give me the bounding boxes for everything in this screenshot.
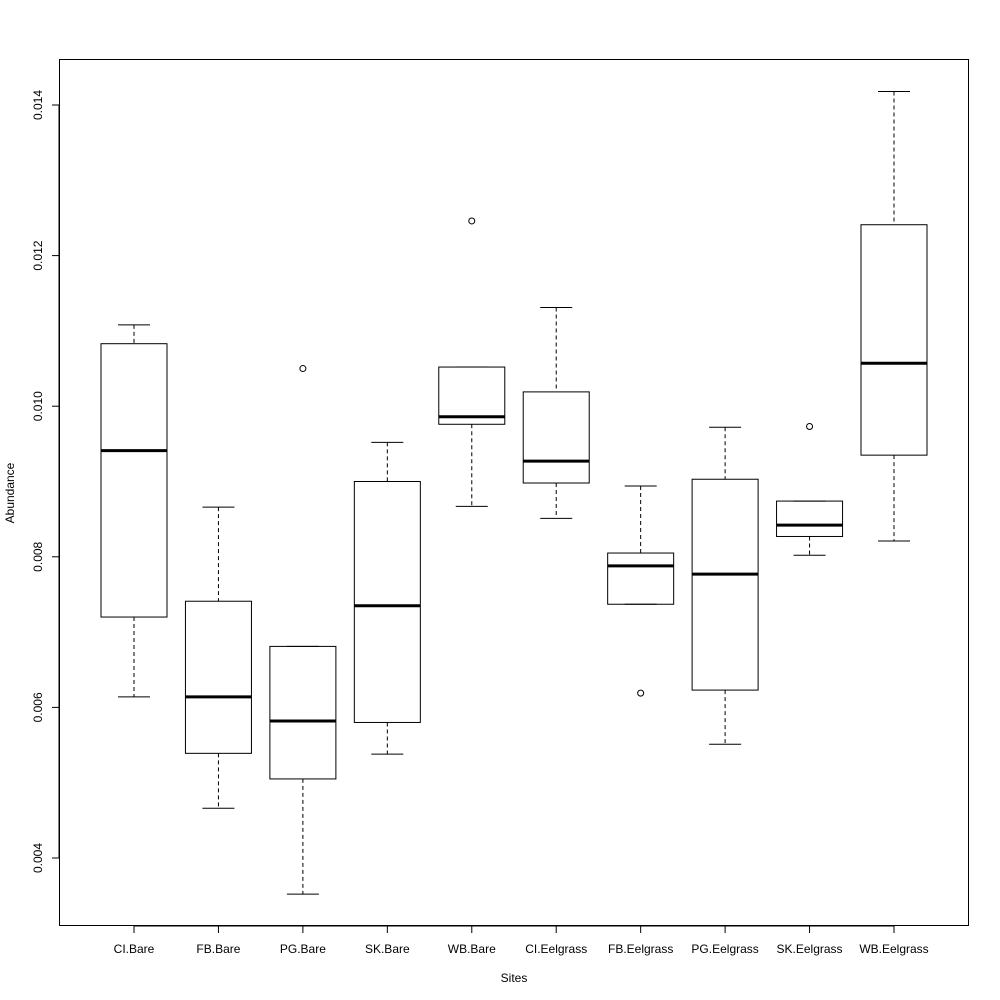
outlier-point (806, 423, 814, 431)
x-tick-label: SK.Eelgrass (777, 942, 843, 956)
x-tick-label: WB.Bare (448, 942, 496, 956)
x-tick-label: CI.Eelgrass (525, 942, 587, 956)
box (438, 366, 506, 425)
outlier-point (299, 365, 307, 373)
y-tick-label: 0.008 (31, 541, 45, 571)
x-tick-label: SK.Bare (365, 942, 410, 956)
y-tick-label: 0.006 (31, 692, 45, 722)
box (691, 478, 759, 691)
y-tick-label: 0.014 (31, 90, 45, 120)
box (776, 500, 844, 537)
outlier-point (468, 217, 476, 225)
box (607, 552, 675, 605)
box (269, 645, 337, 780)
box (860, 224, 928, 456)
box (100, 343, 168, 618)
x-tick-label: CI.Bare (114, 942, 155, 956)
y-tick-label: 0.012 (31, 240, 45, 270)
y-tick-label: 0.010 (31, 391, 45, 421)
x-tick-label: FB.Eelgrass (608, 942, 673, 956)
outlier-point (637, 689, 645, 697)
x-tick-label: PG.Eelgrass (691, 942, 758, 956)
box (522, 391, 590, 484)
box (353, 481, 421, 723)
x-tick-label: WB.Eelgrass (859, 942, 928, 956)
box (184, 600, 252, 754)
x-tick-label: PG.Bare (280, 942, 326, 956)
plot-frame (59, 59, 969, 926)
y-axis-label: Abundance (3, 462, 17, 523)
y-tick-label: 0.004 (31, 843, 45, 873)
x-axis-label: Sites (501, 971, 528, 985)
x-tick-label: FB.Bare (196, 942, 240, 956)
